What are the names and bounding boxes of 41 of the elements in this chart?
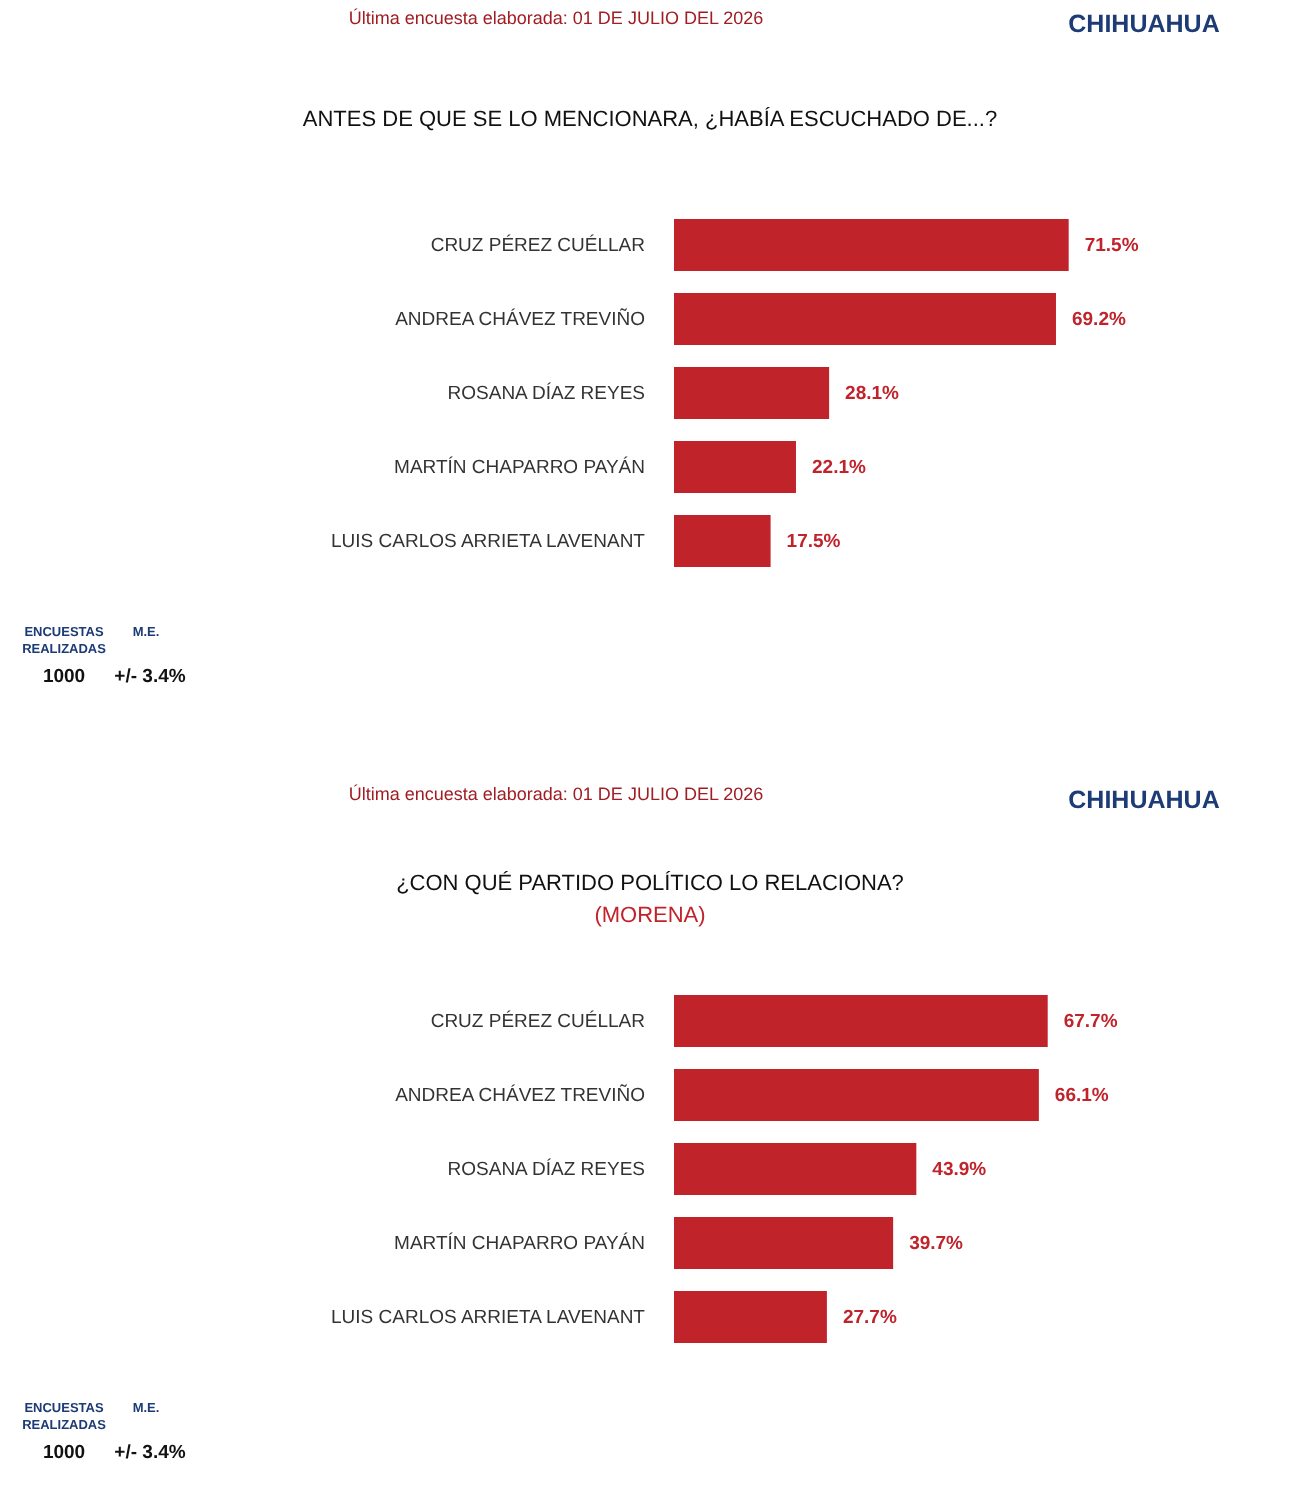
y-tick-label: LUIS CARLOS ARRIETA LAVENANT — [331, 531, 646, 553]
text: Última encuesta elaborada: 01 DE JULIO DEL 2026 — [348, 8, 764, 28]
bar — [674, 515, 771, 567]
data-label: 17.5% — [786, 531, 842, 553]
bar — [674, 441, 796, 493]
y-tick-label: CRUZ PÉREZ CUÉLLAR — [430, 1009, 646, 1033]
text: Última encuesta elaborada: 01 DE JULIO DEL 2026 — [348, 784, 764, 804]
data-label: 71.5% — [1084, 235, 1140, 257]
data-label: 66.1% — [1054, 1085, 1110, 1107]
bar — [674, 293, 1056, 345]
text: +/- 3.4% — [114, 666, 187, 688]
y-tick-label: ANDREA CHÁVEZ TREVIÑO — [395, 307, 645, 331]
y-tick-label: LUIS CARLOS ARRIETA LAVENANT — [331, 1307, 646, 1329]
text: 1000 — [42, 666, 86, 688]
y-tick-label: MARTÍN CHAPARRO PAYÁN — [394, 455, 646, 479]
text: 1000 — [42, 1442, 86, 1464]
bar — [674, 219, 1069, 271]
data-label: 27.7% — [842, 1307, 898, 1329]
data-label: 43.9% — [932, 1159, 988, 1181]
bar — [674, 1143, 917, 1195]
bar — [674, 1217, 894, 1269]
y-tick-label: ROSANA DÍAZ REYES — [447, 381, 645, 405]
y-tick-label: CRUZ PÉREZ CUÉLLAR — [430, 233, 646, 257]
data-label: 69.2% — [1071, 309, 1127, 331]
y-tick-label: ANDREA CHÁVEZ TREVIÑO — [395, 1083, 645, 1107]
y-tick-label: ROSANA DÍAZ REYES — [447, 1157, 645, 1181]
data-label: 67.7% — [1063, 1011, 1119, 1033]
chart-title: ANTES DE QUE SE LO MENCIONARA, ¿HABÍA ESCUCHADO DE...? — [302, 106, 998, 132]
data-label: 28.1% — [845, 383, 901, 405]
text: CHIHUAHUA — [1068, 10, 1220, 38]
bar — [674, 1069, 1039, 1121]
bar — [674, 367, 830, 419]
data-label: 22.1% — [811, 457, 867, 479]
chart-title: ¿CON QUÉ PARTIDO POLÍTICO LO RELACIONA? — [396, 870, 904, 896]
y-tick-label: MARTÍN CHAPARRO PAYÁN — [394, 1231, 646, 1255]
text: CHIHUAHUA — [1068, 786, 1220, 814]
bar — [674, 1291, 827, 1343]
bar — [674, 995, 1048, 1047]
chart-subtitle: (MORENA) — [594, 904, 706, 928]
text: +/- 3.4% — [114, 1442, 187, 1464]
data-label: 39.7% — [909, 1233, 965, 1255]
